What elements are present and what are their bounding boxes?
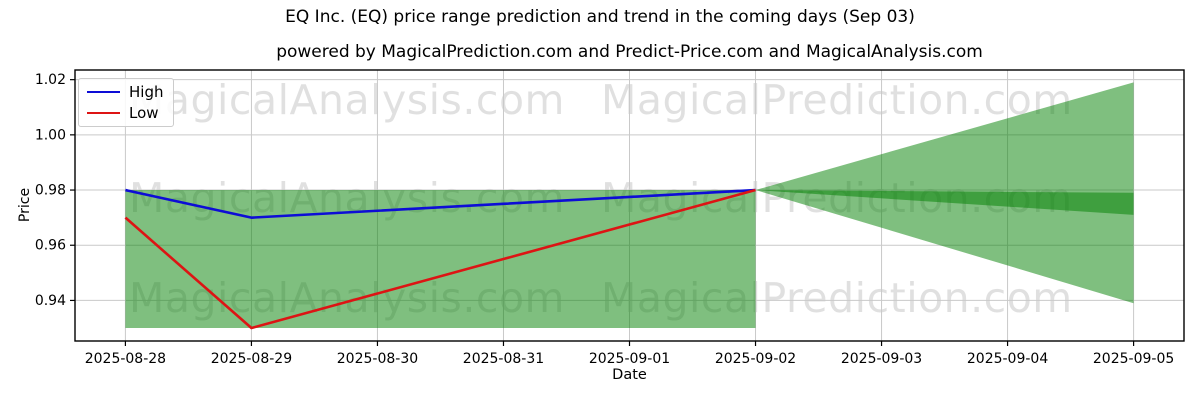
legend-label: High <box>129 83 164 101</box>
y-tick-label: 1.02 <box>35 72 66 88</box>
forecast-trend-band <box>755 190 1134 215</box>
figure-title: EQ Inc. (EQ) price range prediction and … <box>285 7 915 27</box>
low-line <box>124 188 756 330</box>
y-tick-label: 0.94 <box>35 293 66 309</box>
x-tick-label: 2025-08-29 <box>211 351 292 367</box>
x-tick-label: 2025-08-31 <box>463 351 544 367</box>
low-line-swatch <box>87 112 120 114</box>
legend-item-high: High <box>87 83 163 101</box>
figure-subtitle: powered by MagicalPrediction.com and Pre… <box>276 42 983 62</box>
y-tick-label: 1.00 <box>35 127 66 143</box>
x-tick-label: 2025-08-28 <box>85 351 166 367</box>
x-tick-label: 2025-09-03 <box>841 351 922 367</box>
x-axis-label: Date <box>612 367 647 383</box>
x-tick-label: 2025-08-30 <box>337 351 418 367</box>
legend-item-low: Low <box>87 104 163 122</box>
x-tick-label: 2025-09-02 <box>715 351 796 367</box>
x-tick-label: 2025-09-04 <box>967 351 1048 367</box>
high-line-swatch <box>87 91 120 93</box>
historical-range-band <box>125 190 756 329</box>
y-tick-label: 0.98 <box>35 183 66 199</box>
x-tick-label: 2025-09-01 <box>589 351 670 367</box>
high-line <box>125 188 756 219</box>
y-tick-label: 0.96 <box>35 238 66 254</box>
legend-label: Low <box>129 104 159 122</box>
legend-box: High Low <box>78 78 175 127</box>
x-tick-label: 2025-09-05 <box>1093 351 1174 367</box>
